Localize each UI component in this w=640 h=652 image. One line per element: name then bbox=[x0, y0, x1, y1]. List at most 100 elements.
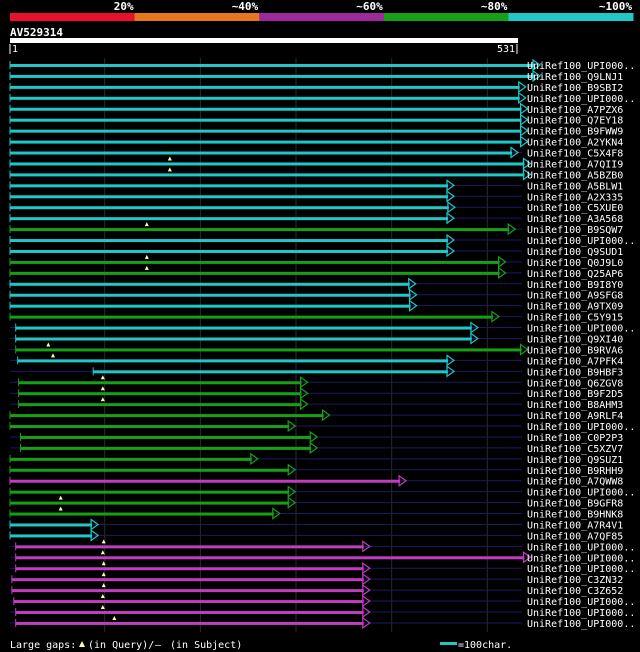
hit-row[interactable]: UniRef100_Q9SUD1 bbox=[9, 244, 623, 258]
hit-bar[interactable] bbox=[15, 337, 472, 341]
hit-label[interactable]: UniRef100_B9F2D5 bbox=[527, 389, 623, 400]
hit-row[interactable]: UniRef100_UPI000.. bbox=[10, 561, 635, 575]
hit-row[interactable]: UniRef100_Q0J9L0 bbox=[9, 254, 623, 269]
hit-label[interactable]: UniRef100_A5BZB0 bbox=[527, 170, 623, 181]
hit-bar[interactable] bbox=[10, 425, 290, 429]
hit-label[interactable]: UniRef100_UPI000.. bbox=[527, 542, 635, 553]
hit-bar[interactable] bbox=[10, 260, 500, 264]
hit-row[interactable]: UniRef100_A9RLF4 bbox=[9, 408, 623, 422]
hit-bar[interactable] bbox=[10, 501, 290, 505]
hit-row[interactable]: UniRef100_Q9SUZ1 bbox=[9, 452, 623, 466]
hit-bar[interactable] bbox=[10, 304, 411, 308]
hit-bar[interactable] bbox=[11, 578, 364, 582]
hit-bar[interactable] bbox=[10, 490, 290, 494]
hit-row[interactable]: UniRef100_B9HNK8 bbox=[9, 506, 623, 521]
hit-label[interactable]: UniRef100_B9GFR8 bbox=[527, 499, 623, 510]
hit-bar[interactable] bbox=[15, 556, 525, 560]
hit-bar[interactable] bbox=[10, 271, 500, 275]
hit-label[interactable]: UniRef100_B9RHH9 bbox=[527, 466, 623, 477]
hit-row[interactable]: UniRef100_C5X4F8 bbox=[9, 146, 623, 160]
hit-bar[interactable] bbox=[10, 173, 525, 177]
hit-label[interactable]: UniRef100_A7PFK4 bbox=[527, 356, 623, 367]
hit-bar[interactable] bbox=[10, 512, 274, 516]
hit-bar[interactable] bbox=[10, 228, 510, 232]
hit-label[interactable]: UniRef100_B9I8Y0 bbox=[527, 280, 623, 291]
hit-label[interactable]: UniRef100_UPI000.. bbox=[527, 564, 635, 575]
hit-row[interactable]: UniRef100_B9GFR8 bbox=[9, 495, 623, 510]
hit-row[interactable]: UniRef100_C3Z652 bbox=[10, 583, 623, 597]
hit-row[interactable]: UniRef100_B9SBI2 bbox=[9, 80, 623, 94]
hit-bar[interactable] bbox=[18, 392, 302, 396]
hit-row[interactable]: UniRef100_C5XUE0 bbox=[9, 201, 623, 214]
hit-label[interactable]: UniRef100_UPI000.. bbox=[527, 236, 635, 247]
hit-row[interactable]: UniRef100_A7QF85 bbox=[9, 529, 623, 542]
hit-row[interactable]: UniRef100_A3A568 bbox=[9, 211, 623, 225]
hit-label[interactable]: UniRef100_A5BLW1 bbox=[527, 181, 623, 192]
hit-bar[interactable] bbox=[10, 414, 324, 418]
hit-bar[interactable] bbox=[10, 293, 411, 297]
hit-bar[interactable] bbox=[15, 567, 364, 571]
hit-label[interactable]: UniRef100_B9HBF3 bbox=[527, 367, 623, 378]
hit-label[interactable]: UniRef100_Q9SUD1 bbox=[527, 247, 623, 258]
hit-label[interactable]: UniRef100_UPI000.. bbox=[527, 553, 635, 564]
hit-row[interactable]: UniRef100_UPI000.. bbox=[9, 233, 635, 247]
hit-row[interactable]: UniRef100_B8AHM3 bbox=[10, 397, 623, 411]
hit-row[interactable]: UniRef100_Q9XI40 bbox=[10, 332, 623, 346]
hit-row[interactable]: UniRef100_B9I8Y0 bbox=[9, 277, 623, 291]
hit-row[interactable]: UniRef100_UPI000.. bbox=[9, 58, 635, 72]
hit-label[interactable]: UniRef100_Q0J9L0 bbox=[527, 258, 623, 269]
hit-row[interactable]: UniRef100_A2X335 bbox=[9, 190, 623, 203]
hit-bar[interactable] bbox=[15, 545, 364, 549]
hit-bar[interactable] bbox=[11, 589, 364, 593]
hit-label[interactable]: UniRef100_C3ZN32 bbox=[527, 575, 623, 586]
hit-label[interactable]: UniRef100_UPI000.. bbox=[527, 488, 635, 499]
hit-label[interactable]: UniRef100_C5X4F8 bbox=[527, 149, 623, 160]
hit-label[interactable]: UniRef100_A2X335 bbox=[527, 192, 623, 203]
hit-label[interactable]: UniRef100_B8AHM3 bbox=[527, 400, 623, 411]
hit-label[interactable]: UniRef100_A7PZX6 bbox=[527, 105, 623, 116]
hit-label[interactable]: UniRef100_A9SFG8 bbox=[527, 291, 623, 302]
hit-row[interactable]: UniRef100_UPI000.. bbox=[10, 594, 635, 608]
hit-label[interactable]: UniRef100_B9SBI2 bbox=[527, 83, 623, 94]
hit-label[interactable]: UniRef100_A2YKN4 bbox=[527, 138, 623, 149]
hit-row[interactable]: UniRef100_A5BZB0 bbox=[9, 167, 623, 181]
hit-label[interactable]: UniRef100_A7QWW8 bbox=[527, 477, 623, 488]
hit-bar[interactable] bbox=[10, 315, 493, 319]
hit-bar[interactable] bbox=[20, 446, 312, 450]
hit-row[interactable]: UniRef100_UPI000.. bbox=[9, 485, 635, 499]
hit-row[interactable]: UniRef100_B9RVA6 bbox=[10, 342, 623, 356]
hit-row[interactable]: UniRef100_C3ZN32 bbox=[10, 572, 623, 586]
hit-row[interactable]: UniRef100_B9F2D5 bbox=[10, 386, 623, 400]
hit-label[interactable]: UniRef100_B9RVA6 bbox=[527, 345, 623, 356]
hit-label[interactable]: UniRef100_UPI000.. bbox=[527, 324, 635, 335]
hit-bar[interactable] bbox=[10, 162, 525, 166]
hit-label[interactable]: UniRef100_A7QF85 bbox=[527, 531, 623, 542]
hit-label[interactable]: UniRef100_B9HNK8 bbox=[527, 510, 623, 521]
hit-label[interactable]: UniRef100_A9TX09 bbox=[527, 302, 623, 313]
hit-bar[interactable] bbox=[10, 96, 520, 100]
hit-label[interactable]: UniRef100_UPI000.. bbox=[527, 94, 635, 105]
hit-bar[interactable] bbox=[10, 195, 448, 199]
hit-row[interactable]: UniRef100_UPI000.. bbox=[10, 615, 635, 630]
hit-bar[interactable] bbox=[10, 118, 522, 122]
hit-bar[interactable] bbox=[10, 206, 449, 210]
hit-label[interactable]: UniRef100_B9SQW7 bbox=[527, 225, 623, 236]
hit-label[interactable]: UniRef100_UPI000.. bbox=[527, 619, 635, 630]
hit-bar[interactable] bbox=[10, 184, 448, 188]
hit-row[interactable]: UniRef100_A7QWW8 bbox=[9, 474, 623, 488]
hit-bar[interactable] bbox=[10, 468, 290, 472]
hit-row[interactable]: UniRef100_Q6ZGV8 bbox=[10, 375, 623, 389]
hit-label[interactable]: UniRef100_C5Y915 bbox=[527, 313, 623, 324]
hit-label[interactable]: UniRef100_UPI000.. bbox=[527, 422, 635, 433]
hit-label[interactable]: UniRef100_A7QII9 bbox=[527, 159, 623, 170]
hit-label[interactable]: UniRef100_Q25AP6 bbox=[527, 269, 623, 280]
hit-row[interactable]: UniRef100_Q25AP6 bbox=[9, 265, 623, 280]
hit-row[interactable]: UniRef100_A7QII9 bbox=[9, 156, 623, 170]
hit-label[interactable]: UniRef100_Q9XI40 bbox=[527, 335, 623, 346]
hit-row[interactable]: UniRef100_C5Y915 bbox=[9, 310, 623, 324]
hit-label[interactable]: UniRef100_C0P2P3 bbox=[527, 433, 623, 444]
hit-label[interactable]: UniRef100_Q6ZGV8 bbox=[527, 378, 623, 389]
hit-bar[interactable] bbox=[10, 523, 93, 527]
hit-row[interactable]: UniRef100_A7PFK4 bbox=[10, 353, 623, 367]
hit-row[interactable]: UniRef100_A9TX09 bbox=[9, 299, 623, 313]
